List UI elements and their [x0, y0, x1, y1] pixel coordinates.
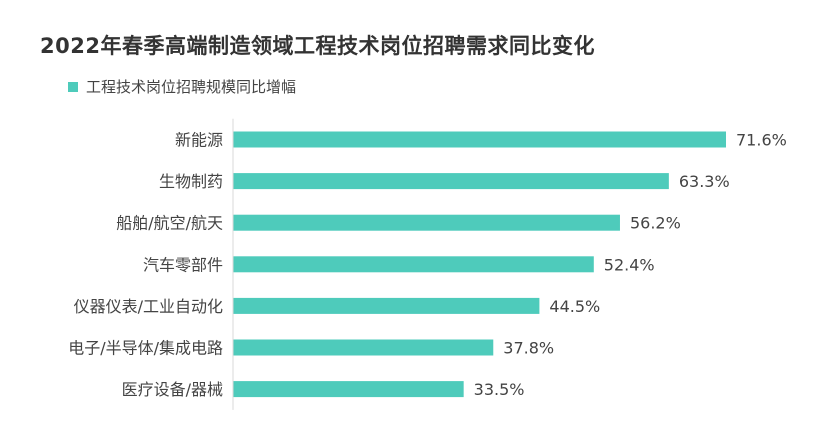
- value-label: 71.6%: [736, 131, 787, 150]
- bar: [233, 256, 594, 273]
- category-label: 新能源: [175, 131, 223, 150]
- bar: [233, 339, 494, 356]
- category-label: 仪器仪表/工业自动化: [74, 297, 223, 316]
- chart-title: 2022年春季高端制造领域工程技术岗位招聘需求同比变化: [40, 34, 595, 58]
- bar: [233, 214, 620, 231]
- category-label: 船舶/航空/航天: [116, 214, 223, 233]
- bar: [233, 297, 540, 314]
- value-label: 37.8%: [503, 339, 554, 358]
- category-label: 电子/半导体/集成电路: [68, 339, 223, 358]
- category-label: 汽车零部件: [143, 255, 223, 274]
- legend-label: 工程技术岗位招聘规模同比增幅: [86, 78, 297, 96]
- bar: [233, 173, 669, 190]
- category-label: 生物制药: [159, 172, 223, 191]
- legend: 工程技术岗位招聘规模同比增幅: [68, 76, 296, 97]
- bar: [233, 131, 726, 148]
- legend-swatch: [68, 81, 78, 92]
- value-label: 56.2%: [630, 214, 681, 233]
- category-label: 医疗设备/器械: [122, 380, 223, 399]
- value-label: 44.5%: [549, 297, 600, 316]
- value-label: 33.5%: [474, 380, 525, 399]
- value-label: 52.4%: [604, 255, 655, 274]
- bar: [233, 381, 464, 398]
- value-label: 63.3%: [679, 172, 730, 191]
